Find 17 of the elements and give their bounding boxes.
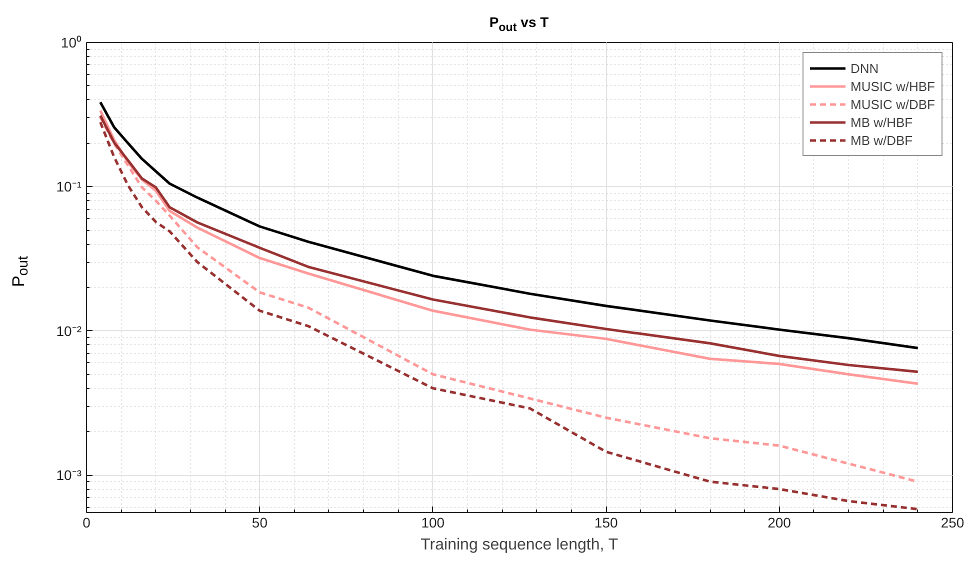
legend-label: DNN — [850, 60, 879, 77]
y-tick-label: 10⁻² — [56, 322, 82, 339]
x-tick-label: 0 — [82, 514, 91, 530]
x-tick-label: 250 — [940, 514, 964, 530]
x-axis-title: Training sequence length, T — [420, 536, 618, 554]
chart-title: P$_{out}$ vs T — [488, 13, 550, 36]
legend-label: MUSIC w/DBF — [850, 96, 935, 113]
x-tick-label: 150 — [594, 514, 618, 530]
y-tick-label: 10⁰ — [60, 34, 82, 50]
x-tick-label: 200 — [768, 514, 792, 530]
legend-label: MB w/DBF — [850, 132, 913, 149]
y-tick-label: 10⁻¹ — [56, 178, 82, 195]
legend-label: MUSIC w/HBF — [850, 78, 935, 95]
x-tick-label: 100 — [421, 514, 445, 530]
x-tick-label: 50 — [252, 514, 268, 530]
legend-label: MB w/HBF — [850, 114, 913, 131]
y-tick-label: 10⁻³ — [56, 467, 82, 484]
